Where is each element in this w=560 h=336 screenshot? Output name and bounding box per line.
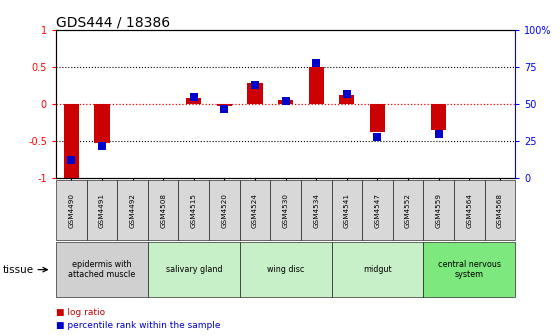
Text: GSM4530: GSM4530 bbox=[283, 193, 288, 227]
Bar bbox=[94, 104, 110, 142]
Bar bbox=[64, 104, 79, 178]
Text: GSM4490: GSM4490 bbox=[68, 193, 74, 227]
Point bbox=[250, 82, 259, 88]
Text: midgut: midgut bbox=[363, 265, 392, 274]
Point bbox=[67, 158, 76, 163]
Text: epidermis with
attached muscle: epidermis with attached muscle bbox=[68, 260, 136, 279]
Point bbox=[97, 143, 106, 148]
Bar bbox=[431, 104, 446, 130]
Bar bbox=[217, 104, 232, 106]
Text: GSM4515: GSM4515 bbox=[191, 193, 197, 227]
Text: GSM4547: GSM4547 bbox=[375, 193, 380, 227]
Text: tissue: tissue bbox=[3, 265, 34, 275]
Point bbox=[373, 134, 382, 139]
Point bbox=[312, 60, 321, 66]
Bar bbox=[248, 83, 263, 104]
Text: GSM4524: GSM4524 bbox=[252, 193, 258, 227]
Text: GSM4520: GSM4520 bbox=[221, 193, 227, 227]
Text: GSM4568: GSM4568 bbox=[497, 193, 503, 227]
Bar bbox=[278, 100, 293, 104]
Bar bbox=[309, 67, 324, 104]
Text: wing disc: wing disc bbox=[267, 265, 304, 274]
Text: GSM4541: GSM4541 bbox=[344, 193, 350, 227]
Point bbox=[342, 91, 351, 96]
Text: salivary gland: salivary gland bbox=[166, 265, 222, 274]
Bar bbox=[339, 95, 354, 104]
Point bbox=[220, 106, 229, 111]
Text: GSM4508: GSM4508 bbox=[160, 193, 166, 227]
Point bbox=[281, 98, 290, 104]
Text: GSM4552: GSM4552 bbox=[405, 193, 411, 227]
Bar bbox=[186, 98, 202, 104]
Bar bbox=[370, 104, 385, 132]
Text: central nervous
system: central nervous system bbox=[438, 260, 501, 279]
Text: GSM4534: GSM4534 bbox=[313, 193, 319, 227]
Text: ■ log ratio: ■ log ratio bbox=[56, 308, 105, 317]
Text: ■ percentile rank within the sample: ■ percentile rank within the sample bbox=[56, 322, 221, 330]
Text: GDS444 / 18386: GDS444 / 18386 bbox=[56, 15, 170, 29]
Text: GSM4492: GSM4492 bbox=[129, 193, 136, 227]
Text: GSM4564: GSM4564 bbox=[466, 193, 472, 227]
Text: GSM4559: GSM4559 bbox=[436, 193, 442, 227]
Text: GSM4491: GSM4491 bbox=[99, 193, 105, 227]
Point bbox=[189, 94, 198, 99]
Point bbox=[434, 131, 443, 136]
